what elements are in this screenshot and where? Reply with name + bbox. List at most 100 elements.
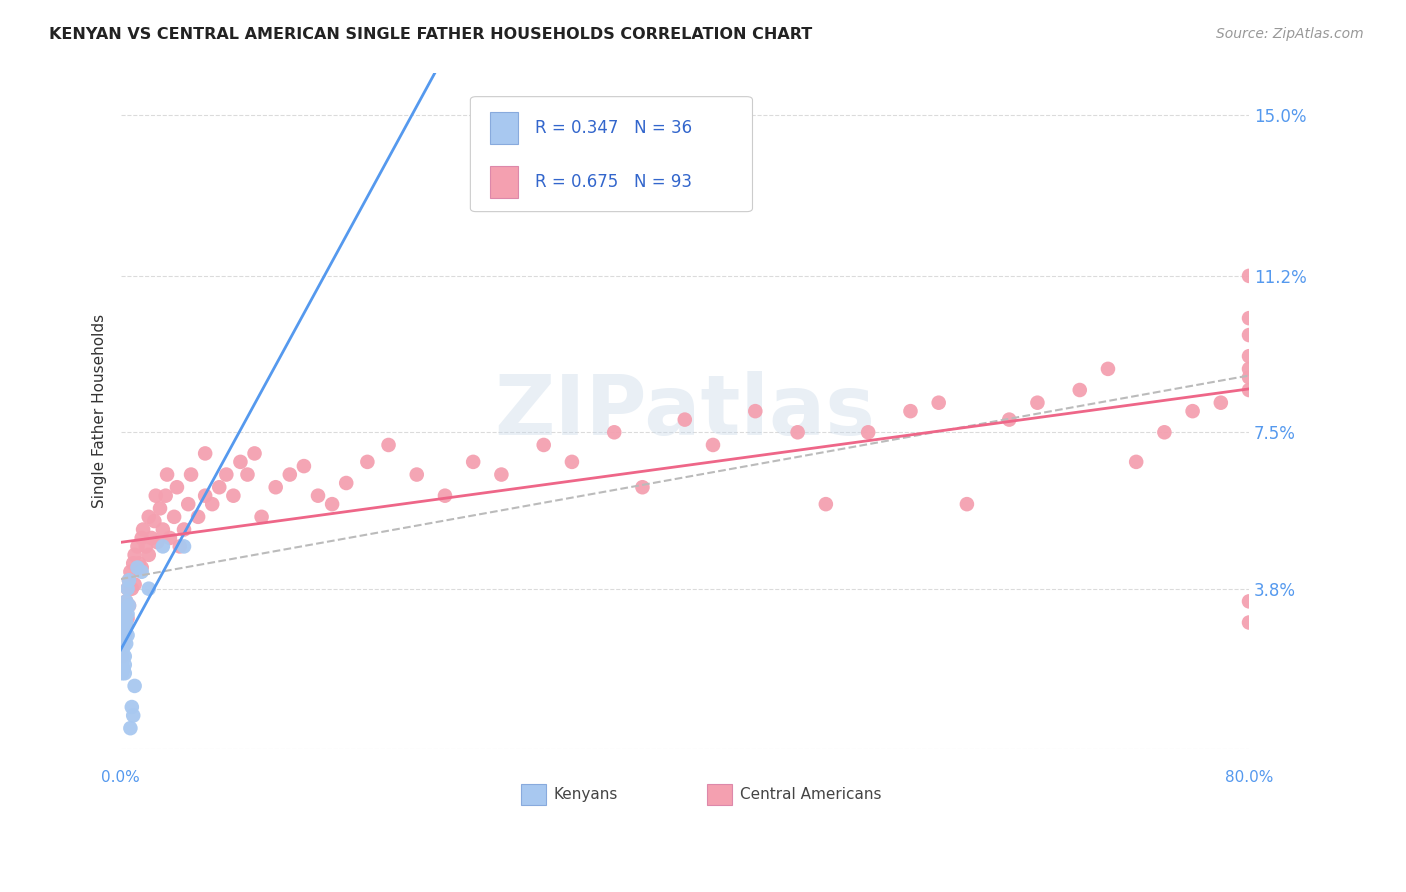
Point — [463, 455, 485, 469]
Point — [1237, 594, 1260, 608]
Point — [814, 497, 837, 511]
Point — [112, 624, 135, 638]
Point — [208, 480, 231, 494]
Text: ZIPatlas: ZIPatlas — [495, 371, 876, 451]
Point — [631, 480, 654, 494]
Point — [900, 404, 922, 418]
Point — [120, 721, 142, 735]
Point — [121, 582, 143, 596]
Point — [1237, 328, 1260, 343]
Point — [112, 649, 135, 664]
FancyBboxPatch shape — [489, 112, 517, 144]
Point — [1181, 404, 1204, 418]
Point — [1237, 349, 1260, 363]
Point — [215, 467, 238, 482]
Point — [163, 509, 186, 524]
Point — [112, 632, 135, 647]
Point — [114, 657, 136, 672]
Point — [111, 649, 134, 664]
Point — [1237, 615, 1260, 630]
Point — [115, 594, 138, 608]
Point — [124, 548, 146, 562]
Point — [533, 438, 555, 452]
Point — [112, 615, 135, 630]
Point — [131, 565, 153, 579]
Point — [321, 497, 343, 511]
Point — [131, 531, 153, 545]
Y-axis label: Single Father Households: Single Father Households — [93, 314, 107, 508]
Point — [1237, 362, 1260, 376]
Point — [956, 497, 979, 511]
Point — [112, 637, 135, 651]
Point — [117, 628, 139, 642]
Point — [491, 467, 513, 482]
Point — [127, 540, 149, 554]
Point — [1125, 455, 1147, 469]
Text: R = 0.675   N = 93: R = 0.675 N = 93 — [534, 173, 692, 191]
Point — [138, 548, 160, 562]
Point — [1069, 383, 1091, 397]
Point — [132, 523, 155, 537]
Point — [335, 475, 357, 490]
Point — [112, 607, 135, 621]
Point — [155, 489, 177, 503]
Point — [1097, 362, 1119, 376]
Point — [111, 657, 134, 672]
Point — [1237, 311, 1260, 326]
Point — [1237, 383, 1260, 397]
Point — [673, 412, 696, 426]
Point — [111, 666, 134, 681]
Point — [146, 535, 169, 549]
Point — [1026, 395, 1049, 409]
Text: Kenyans: Kenyans — [554, 787, 619, 802]
Point — [166, 480, 188, 494]
Point — [122, 708, 145, 723]
Point — [187, 509, 209, 524]
Point — [201, 497, 224, 511]
Point — [118, 599, 141, 613]
Point — [115, 615, 138, 630]
Point — [152, 523, 174, 537]
Point — [117, 611, 139, 625]
Point — [114, 603, 136, 617]
Point — [114, 632, 136, 647]
Point — [117, 582, 139, 596]
Point — [114, 603, 136, 617]
Point — [1237, 370, 1260, 384]
Point — [114, 624, 136, 638]
Point — [111, 624, 134, 638]
Point — [603, 425, 626, 440]
Point — [998, 412, 1021, 426]
Text: KENYAN VS CENTRAL AMERICAN SINGLE FATHER HOUSEHOLDS CORRELATION CHART: KENYAN VS CENTRAL AMERICAN SINGLE FATHER… — [49, 27, 813, 42]
Point — [744, 404, 766, 418]
Point — [222, 489, 245, 503]
Point — [117, 607, 139, 621]
FancyBboxPatch shape — [471, 96, 752, 211]
Point — [229, 455, 252, 469]
Point — [278, 467, 301, 482]
Point — [250, 509, 273, 524]
Point — [124, 679, 146, 693]
Point — [377, 438, 399, 452]
Point — [114, 666, 136, 681]
Point — [122, 557, 145, 571]
Point — [1209, 395, 1232, 409]
Point — [111, 632, 134, 647]
Point — [115, 620, 138, 634]
Point — [152, 540, 174, 554]
Point — [405, 467, 427, 482]
Point — [1237, 268, 1260, 283]
Point — [307, 489, 329, 503]
Point — [115, 594, 138, 608]
Point — [118, 573, 141, 587]
Point — [124, 577, 146, 591]
Point — [928, 395, 950, 409]
Text: Central Americans: Central Americans — [740, 787, 882, 802]
Point — [561, 455, 583, 469]
Text: 0.0%: 0.0% — [101, 770, 141, 785]
Point — [156, 467, 179, 482]
Point — [149, 501, 172, 516]
Point — [128, 557, 150, 571]
Point — [118, 573, 141, 587]
FancyBboxPatch shape — [707, 784, 733, 805]
